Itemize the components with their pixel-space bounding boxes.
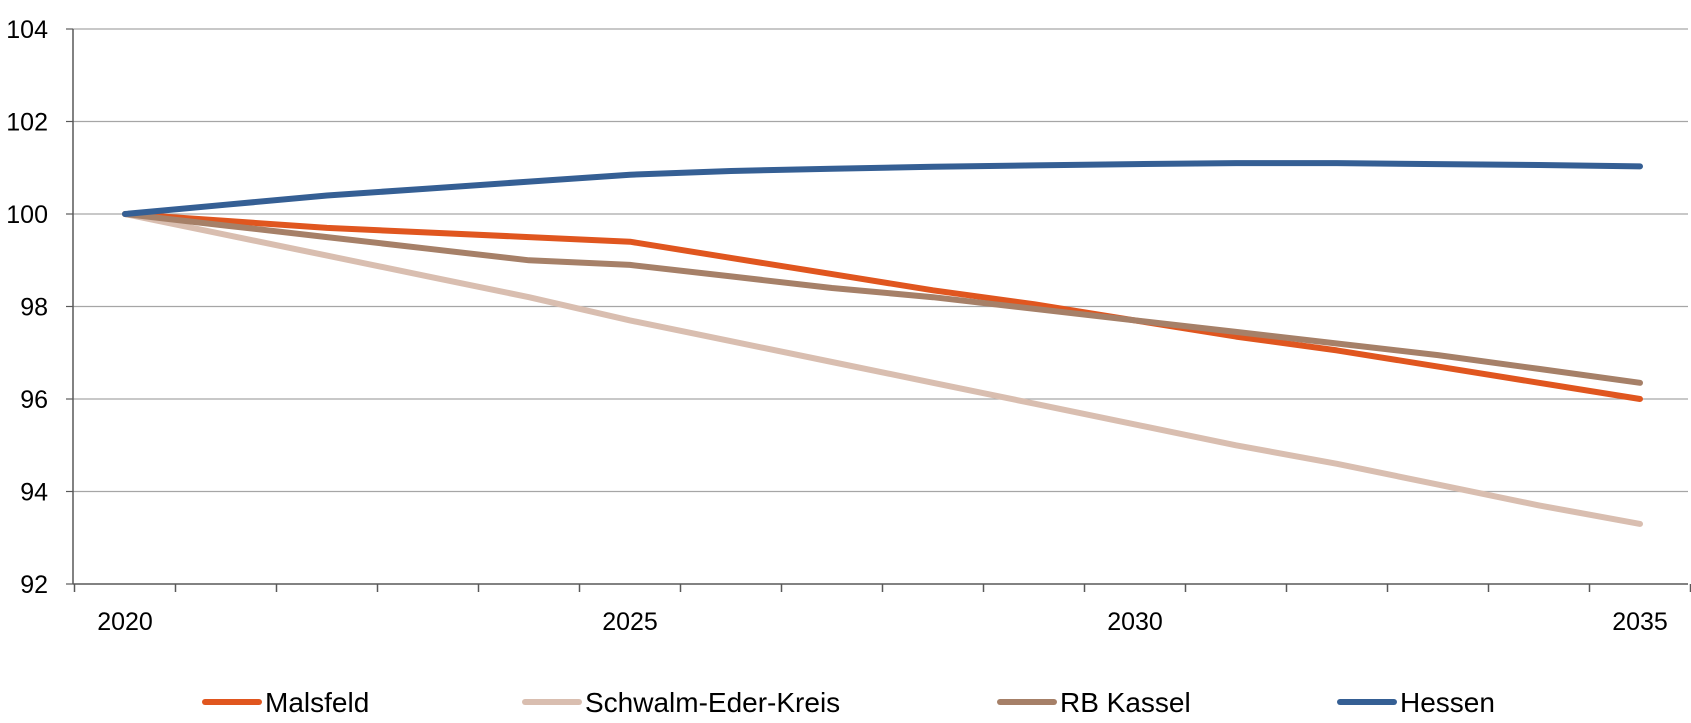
legend-item-malsfeld: Malsfeld xyxy=(202,687,369,718)
y-tick-label: 94 xyxy=(20,479,48,507)
x-tick-label: 2025 xyxy=(602,608,658,636)
series-line-rb-kassel xyxy=(122,211,1643,386)
legend-item-rb-kassel: RB Kassel xyxy=(997,687,1191,718)
x-tick-label: 2030 xyxy=(1107,608,1163,636)
y-tick-label: 102 xyxy=(6,109,48,137)
axis-layer: 92 94 96 98 100 102 104 2020 2025 2030 2035 xyxy=(6,16,1691,636)
legend-label: Malsfeld xyxy=(265,687,369,718)
y-tick-label: 104 xyxy=(6,16,48,44)
y-tick-label: 100 xyxy=(6,201,48,229)
legend-item-hessen: Hessen xyxy=(1337,687,1495,718)
series-line-schwalm-eder-kreis xyxy=(122,211,1643,527)
y-tick-label: 98 xyxy=(20,294,48,322)
grid-layer xyxy=(73,28,1688,493)
y-tick-label: 92 xyxy=(20,571,48,599)
x-tick-label: 2035 xyxy=(1612,608,1668,636)
legend-item-schwalm-eder-kreis: Schwalm-Eder-Kreis xyxy=(522,687,840,718)
legend: Malsfeld Schwalm-Eder-Kreis RB Kassel Hesse… xyxy=(202,687,1495,718)
series-layer xyxy=(122,160,1643,527)
legend-label: RB Kassel xyxy=(1060,687,1191,718)
series-line-malsfeld xyxy=(122,211,1643,402)
series-line-hessen xyxy=(122,160,1643,217)
x-tick-label: 2020 xyxy=(97,608,153,636)
legend-label: Schwalm-Eder-Kreis xyxy=(585,687,840,718)
legend-label: Hessen xyxy=(1400,687,1495,718)
y-tick-label: 96 xyxy=(20,386,48,414)
